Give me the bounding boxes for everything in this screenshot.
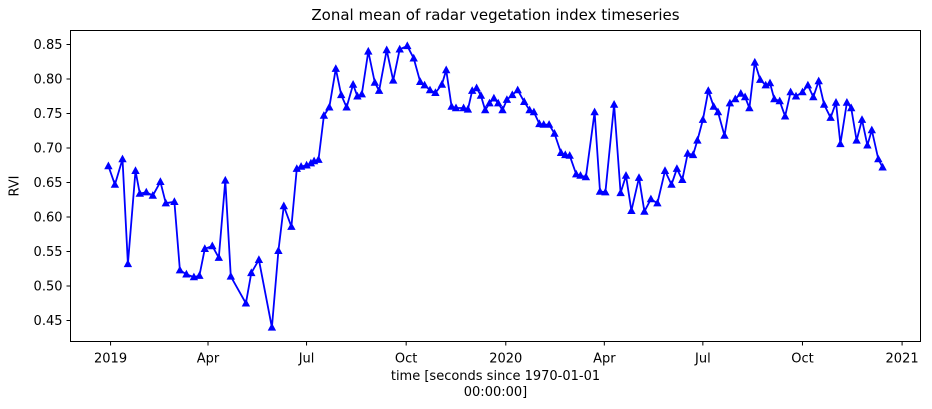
series-markers <box>104 41 887 331</box>
x-tick-label: Oct <box>395 352 417 367</box>
axes-frame <box>70 30 921 342</box>
y-tick-label: 0.55 <box>34 245 63 260</box>
y-tick-label: 0.50 <box>34 280 63 295</box>
x-axis-label: time [seconds since 1970-01-01 00:00:00] <box>70 369 921 401</box>
x-tick-label: Jul <box>298 352 315 367</box>
y-tick-label: 0.65 <box>34 176 63 191</box>
y-tick-label: 0.85 <box>34 38 63 53</box>
y-tick-label: 0.75 <box>34 107 63 122</box>
tick-marks <box>66 44 903 346</box>
x-tick-label: 2019 <box>94 352 127 367</box>
y-tick-label: 0.70 <box>34 142 63 157</box>
x-tick-label: Jul <box>694 352 711 367</box>
chart-title: Zonal mean of radar vegetation index tim… <box>311 6 680 24</box>
x-tick-label: 2021 <box>886 352 919 367</box>
x-tick-label: Apr <box>593 352 616 367</box>
x-tick-label: 2020 <box>489 352 522 367</box>
y-axis-label: RVI <box>7 175 23 197</box>
y-tick-label: 0.80 <box>34 73 63 88</box>
y-tick-label: 0.60 <box>34 211 63 226</box>
x-tick-label: Oct <box>791 352 813 367</box>
x-axis-label-line1: time [seconds since 1970-01-01 <box>390 369 601 384</box>
x-axis-label-line2: 00:00:00] <box>463 385 528 400</box>
y-tick-label: 0.45 <box>34 314 63 329</box>
x-tick-label: Apr <box>197 352 220 367</box>
